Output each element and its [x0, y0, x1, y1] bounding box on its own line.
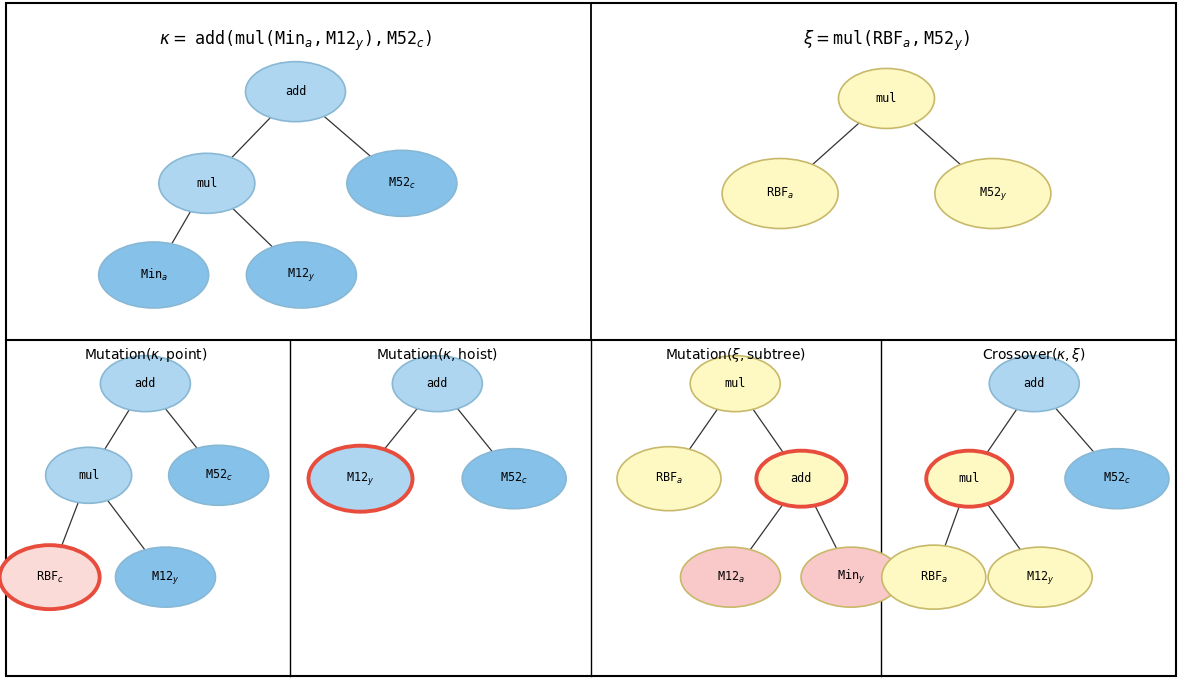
- Text: M12$_a$: M12$_a$: [716, 570, 745, 585]
- Text: $\mathrm{Mutation}(\kappa, \mathrm{point})$: $\mathrm{Mutation}(\kappa, \mathrm{point…: [84, 346, 207, 365]
- Ellipse shape: [838, 69, 935, 128]
- Text: add: add: [1024, 377, 1045, 390]
- Ellipse shape: [988, 547, 1092, 607]
- Text: mul: mul: [196, 177, 217, 190]
- Text: Min$_y$: Min$_y$: [837, 568, 865, 586]
- Text: M52$_c$: M52$_c$: [204, 468, 233, 483]
- Ellipse shape: [882, 545, 986, 609]
- Ellipse shape: [617, 447, 721, 511]
- Ellipse shape: [46, 447, 131, 503]
- Text: M12$_y$: M12$_y$: [1026, 568, 1054, 586]
- Ellipse shape: [0, 545, 99, 609]
- Text: $\xi = \mathtt{mul(RBF}_{a}\mathtt{, M52}_{y}\mathtt{)}$: $\xi = \mathtt{mul(RBF}_{a}\mathtt{, M52…: [803, 29, 970, 53]
- Text: RBF$_a$: RBF$_a$: [655, 471, 683, 486]
- Ellipse shape: [690, 356, 780, 411]
- Text: Min$_a$: Min$_a$: [139, 267, 168, 283]
- Text: $\mathrm{Mutation}(\xi, \mathrm{subtree})$: $\mathrm{Mutation}(\xi, \mathrm{subtree}…: [664, 346, 806, 365]
- Ellipse shape: [158, 153, 255, 213]
- Text: $\mathrm{Crossover}(\kappa, \xi)$: $\mathrm{Crossover}(\kappa, \xi)$: [982, 346, 1086, 365]
- Ellipse shape: [169, 445, 268, 505]
- Text: add: add: [791, 472, 812, 485]
- Text: add: add: [285, 85, 306, 98]
- Ellipse shape: [801, 547, 901, 607]
- Text: M12$_y$: M12$_y$: [287, 266, 316, 284]
- Text: $\mathrm{Mutation}(\kappa, \mathrm{hoist})$: $\mathrm{Mutation}(\kappa, \mathrm{hoist…: [376, 346, 499, 363]
- Text: $\kappa = $ $\mathtt{add(mul(Min}_{a}\mathtt{, M12}_{y}\mathtt{), M52}_{c}\matht: $\kappa = $ $\mathtt{add(mul(Min}_{a}\ma…: [158, 29, 433, 53]
- Ellipse shape: [346, 150, 457, 217]
- Ellipse shape: [681, 547, 780, 607]
- Text: RBF$_a$: RBF$_a$: [920, 570, 948, 585]
- Ellipse shape: [392, 356, 482, 411]
- Text: mul: mul: [78, 469, 99, 482]
- Ellipse shape: [116, 547, 215, 607]
- Ellipse shape: [989, 356, 1079, 411]
- Ellipse shape: [98, 242, 209, 308]
- Text: mul: mul: [959, 472, 980, 485]
- Text: mul: mul: [876, 92, 897, 105]
- Text: M52$_c$: M52$_c$: [500, 471, 528, 486]
- Ellipse shape: [1065, 449, 1169, 509]
- Text: add: add: [135, 377, 156, 390]
- Text: M12$_y$: M12$_y$: [346, 470, 375, 488]
- Ellipse shape: [246, 62, 345, 122]
- Text: RBF$_a$: RBF$_a$: [766, 186, 794, 201]
- Text: M52$_c$: M52$_c$: [388, 176, 416, 191]
- Text: mul: mul: [725, 377, 746, 390]
- Ellipse shape: [246, 242, 357, 308]
- Ellipse shape: [756, 451, 846, 507]
- Ellipse shape: [927, 451, 1012, 507]
- Ellipse shape: [100, 356, 190, 411]
- Text: M52$_y$: M52$_y$: [979, 185, 1007, 202]
- Ellipse shape: [935, 158, 1051, 229]
- Text: add: add: [427, 377, 448, 390]
- Ellipse shape: [462, 449, 566, 509]
- Text: M52$_c$: M52$_c$: [1103, 471, 1131, 486]
- Ellipse shape: [722, 158, 838, 229]
- Text: RBF$_c$: RBF$_c$: [35, 570, 64, 585]
- Text: M12$_y$: M12$_y$: [151, 568, 180, 586]
- Ellipse shape: [309, 445, 413, 512]
